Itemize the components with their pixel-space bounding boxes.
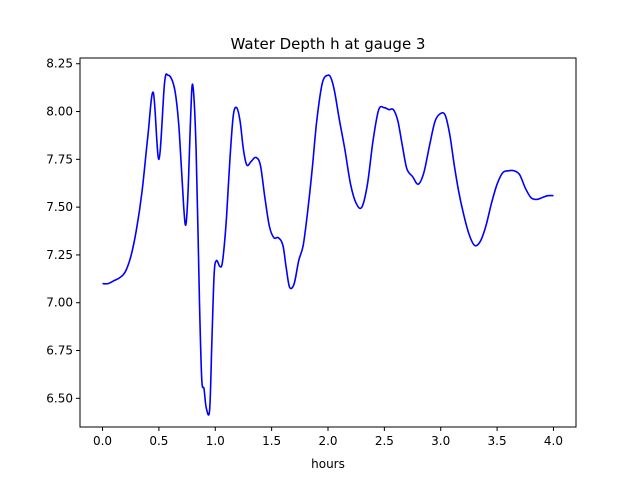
chart-title: Water Depth h at gauge 3	[231, 35, 426, 53]
y-tick-label: 6.75	[46, 344, 73, 358]
series-layer	[102, 73, 554, 416]
y-tick-label: 7.75	[46, 152, 73, 166]
x-tick-label: 1.0	[206, 434, 225, 448]
y-tick-label: 8.25	[46, 57, 73, 71]
plot-area	[80, 58, 576, 427]
y-tick-label: 8.00	[46, 105, 73, 119]
y-tick-label: 7.00	[46, 296, 73, 310]
x-tick-label: 3.0	[431, 434, 450, 448]
y-tick-label: 7.25	[46, 248, 73, 262]
y-axis-ticks: 6.50 6.75 7.00 7.25 7.50 7.75 8.00 8.25	[46, 57, 80, 405]
x-tick-label: 2.5	[375, 434, 394, 448]
y-tick-label: 6.50	[46, 391, 73, 405]
x-tick-label: 0.5	[149, 434, 168, 448]
x-axis-label: hours	[311, 457, 345, 471]
x-axis-ticks: 0.0 0.5 1.0 1.5 2.0 2.5 3.0 3.5 4.0	[93, 427, 563, 448]
x-tick-label: 3.5	[488, 434, 507, 448]
series-line-0	[102, 73, 554, 416]
x-tick-label: 2.0	[318, 434, 337, 448]
x-tick-label: 1.5	[262, 434, 281, 448]
x-tick-label: 0.0	[93, 434, 112, 448]
y-tick-label: 7.50	[46, 200, 73, 214]
x-tick-label: 4.0	[544, 434, 563, 448]
